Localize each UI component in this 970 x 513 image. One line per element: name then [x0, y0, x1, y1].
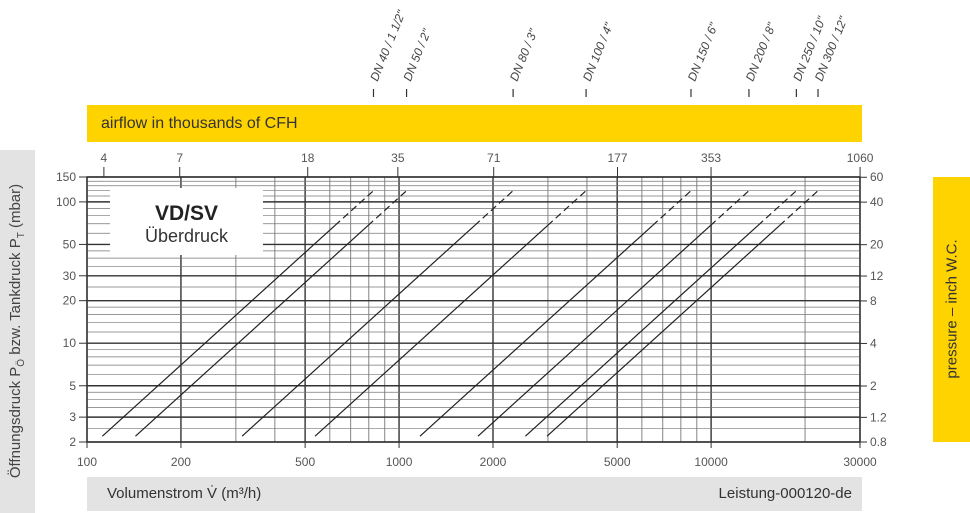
chart-title: VD/SV [154, 202, 219, 225]
y-title-part: bzw. Tankdruck P [7, 238, 24, 359]
series-line-solid [477, 225, 711, 437]
series-line-dashed [334, 190, 374, 227]
bottom-bar: Volumenstrom V̇ (m³/h) Leistung-000120-d… [87, 477, 862, 511]
right-tick-label: 0.8 [870, 435, 887, 449]
y-tick-label: 50 [63, 237, 77, 251]
top-tick-label: 177 [607, 151, 627, 165]
right-tick-label: 20 [870, 238, 884, 252]
y-title-sub: Ö [16, 358, 27, 367]
right-tick-label: 1.2 [870, 410, 887, 424]
y-tick-label: 10 [63, 336, 77, 350]
series-line-dashed [710, 190, 750, 227]
top-tick-label: 35 [391, 151, 405, 165]
x-tick-label: 2000 [480, 455, 507, 469]
dn-label: DN 150 / 6" [685, 20, 721, 83]
y-tick-label: 100 [56, 195, 76, 209]
top-tick-label: 7 [176, 151, 183, 165]
right-tick-label: 40 [870, 195, 884, 209]
top-tick-label: 353 [701, 151, 721, 165]
series-line-dashed [757, 190, 797, 227]
y-title-part: Öffnungsdruck P [7, 366, 24, 479]
series-line-solid [524, 225, 759, 437]
x-tick-label: 30000 [843, 455, 877, 469]
right-tick-label: 2 [870, 379, 877, 393]
x-tick-label: 10000 [694, 455, 728, 469]
dn-label: DN 100 / 4" [580, 20, 616, 83]
document-id: Leistung-000120-de [718, 485, 852, 502]
series-line-solid [419, 225, 653, 437]
right-tick-label: 8 [870, 294, 877, 308]
right-tick-label: 12 [870, 269, 884, 283]
series-line-solid [135, 225, 369, 437]
x-tick-label: 500 [295, 455, 315, 469]
top-tick-label: 1060 [847, 151, 874, 165]
series-line-solid [101, 225, 336, 437]
y-tick-label: 3 [69, 410, 76, 424]
top-tick-label: 4 [101, 151, 108, 165]
top-banner-text: airflow in thousands of CFH [101, 115, 298, 132]
series-line-dashed [474, 190, 514, 227]
series-line-dashed [547, 190, 587, 227]
x-tick-label: 5000 [604, 455, 631, 469]
x-tick-label: 100 [77, 455, 97, 469]
y-tick-label: 5 [69, 379, 76, 393]
x-tick-label: 200 [171, 455, 191, 469]
top-tick-label: 71 [487, 151, 501, 165]
y-axis-title-box: Öffnungsdruck PÖ bzw. Tankdruck PT (mbar… [0, 150, 35, 513]
series-line-solid [546, 225, 780, 437]
plot-frame [86, 176, 861, 443]
top-banner: airflow in thousands of CFH [87, 105, 862, 142]
chart-subtitle: Überdruck [144, 226, 229, 246]
y-tick-label: 20 [63, 294, 77, 308]
x-tick-label: 1000 [386, 455, 413, 469]
y-title-sub: T [16, 232, 27, 239]
y-tick-label: 150 [56, 170, 76, 184]
y-title-part: (mbar) [7, 183, 24, 233]
dn-label: DN 50 / 2" [400, 26, 434, 83]
series-line-dashed [779, 190, 819, 227]
top-tick-label: 18 [301, 151, 315, 165]
right-axis-title: pressure – inch W.C. [943, 239, 961, 379]
y-tick-label: 2 [69, 435, 76, 449]
dn-label: DN 200 / 8" [743, 20, 779, 83]
y-axis-title: Öffnungsdruck PÖ bzw. Tankdruck PT (mbar… [7, 184, 27, 478]
right-tick-label: 60 [870, 170, 884, 184]
x-axis-title: Volumenstrom V̇ (m³/h) [107, 485, 262, 502]
series-line-solid [314, 225, 548, 437]
series-line-dashed [652, 190, 692, 227]
y-tick-label: 30 [63, 269, 77, 283]
series-line-solid [241, 225, 475, 437]
dn-label: DN 80 / 3" [507, 26, 541, 83]
chart-title-box: VD/SV Überdruck [110, 188, 263, 255]
right-axis-title-box: pressure – inch W.C. [933, 177, 970, 442]
right-tick-label: 4 [870, 336, 877, 350]
series-line-dashed [367, 190, 407, 227]
